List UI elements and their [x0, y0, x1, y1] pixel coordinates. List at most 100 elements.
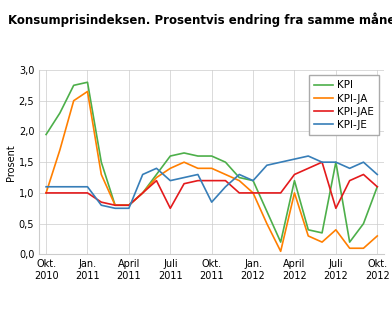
KPI-JE — [265, 163, 269, 167]
Y-axis label: Prosent: Prosent — [6, 144, 16, 181]
KPI — [44, 133, 49, 136]
KPI-JE — [85, 185, 90, 189]
KPI — [196, 154, 200, 158]
KPI-JE — [223, 185, 228, 189]
KPI-JE — [237, 173, 241, 176]
KPI-JA — [334, 228, 338, 232]
KPI-JAE — [71, 191, 76, 195]
KPI-JAE — [375, 185, 379, 189]
KPI-JAE — [182, 182, 187, 186]
KPI-JAE — [237, 191, 241, 195]
KPI — [99, 160, 103, 164]
KPI-JE — [278, 160, 283, 164]
KPI — [347, 240, 352, 244]
Text: Konsumprisindeksen. Prosentvis endring fra samme måned året før: Konsumprisindeksen. Prosentvis endring f… — [8, 13, 392, 27]
KPI — [361, 222, 366, 225]
KPI — [223, 160, 228, 164]
KPI-JAE — [127, 203, 131, 207]
KPI-JAE — [347, 179, 352, 183]
KPI-JA — [209, 166, 214, 170]
KPI-JA — [85, 90, 90, 93]
KPI-JAE — [223, 179, 228, 183]
Legend: KPI, KPI-JA, KPI-JAE, KPI-JE: KPI, KPI-JA, KPI-JAE, KPI-JE — [309, 75, 379, 135]
KPI-JAE — [209, 179, 214, 183]
KPI-JA — [182, 160, 187, 164]
KPI — [278, 240, 283, 244]
KPI — [237, 176, 241, 179]
KPI-JA — [223, 173, 228, 176]
Line: KPI-JE: KPI-JE — [46, 156, 377, 208]
Line: KPI-JA: KPI-JA — [46, 92, 377, 251]
KPI-JAE — [85, 191, 90, 195]
KPI — [168, 154, 172, 158]
KPI-JA — [347, 246, 352, 250]
KPI — [71, 83, 76, 87]
KPI-JAE — [265, 191, 269, 195]
KPI-JA — [320, 240, 325, 244]
KPI-JE — [58, 185, 62, 189]
KPI-JAE — [292, 173, 297, 176]
KPI-JA — [154, 176, 159, 179]
KPI-JAE — [113, 203, 118, 207]
KPI-JA — [71, 99, 76, 103]
KPI-JA — [196, 166, 200, 170]
KPI-JE — [44, 185, 49, 189]
KPI-JAE — [168, 206, 172, 210]
KPI-JE — [168, 179, 172, 183]
KPI-JAE — [154, 179, 159, 183]
KPI-JE — [306, 154, 310, 158]
KPI-JAE — [140, 191, 145, 195]
KPI-JA — [278, 249, 283, 253]
KPI-JE — [196, 173, 200, 176]
Line: KPI: KPI — [46, 82, 377, 242]
KPI — [292, 179, 297, 183]
KPI-JE — [140, 173, 145, 176]
KPI-JAE — [334, 206, 338, 210]
KPI-JE — [292, 157, 297, 161]
KPI-JAE — [320, 160, 325, 164]
KPI-JA — [168, 166, 172, 170]
KPI-JE — [127, 206, 131, 210]
KPI-JA — [251, 191, 256, 195]
KPI — [154, 173, 159, 176]
KPI-JA — [113, 203, 118, 207]
KPI-JAE — [58, 191, 62, 195]
KPI — [182, 151, 187, 155]
KPI-JE — [334, 160, 338, 164]
KPI-JA — [99, 173, 103, 176]
KPI-JA — [375, 234, 379, 238]
KPI-JE — [375, 173, 379, 176]
KPI — [265, 210, 269, 213]
KPI — [127, 203, 131, 207]
KPI-JAE — [196, 179, 200, 183]
KPI-JAE — [44, 191, 49, 195]
KPI — [209, 154, 214, 158]
KPI-JAE — [99, 200, 103, 204]
KPI-JE — [251, 179, 256, 183]
KPI — [334, 160, 338, 164]
KPI-JE — [71, 185, 76, 189]
KPI-JAE — [361, 173, 366, 176]
KPI-JA — [361, 246, 366, 250]
KPI-JA — [237, 179, 241, 183]
KPI-JAE — [251, 191, 256, 195]
KPI-JE — [113, 206, 118, 210]
KPI-JAE — [278, 191, 283, 195]
KPI — [320, 231, 325, 235]
Line: KPI-JAE: KPI-JAE — [46, 162, 377, 208]
KPI-JA — [306, 234, 310, 238]
KPI-JA — [127, 203, 131, 207]
KPI-JE — [209, 200, 214, 204]
KPI-JE — [182, 176, 187, 179]
KPI-JAE — [306, 166, 310, 170]
KPI-JA — [58, 148, 62, 152]
KPI-JE — [361, 160, 366, 164]
KPI — [306, 228, 310, 232]
KPI — [375, 185, 379, 189]
KPI-JA — [265, 222, 269, 225]
KPI-JE — [320, 160, 325, 164]
KPI-JE — [154, 166, 159, 170]
KPI — [140, 191, 145, 195]
KPI-JE — [99, 203, 103, 207]
KPI — [251, 179, 256, 183]
